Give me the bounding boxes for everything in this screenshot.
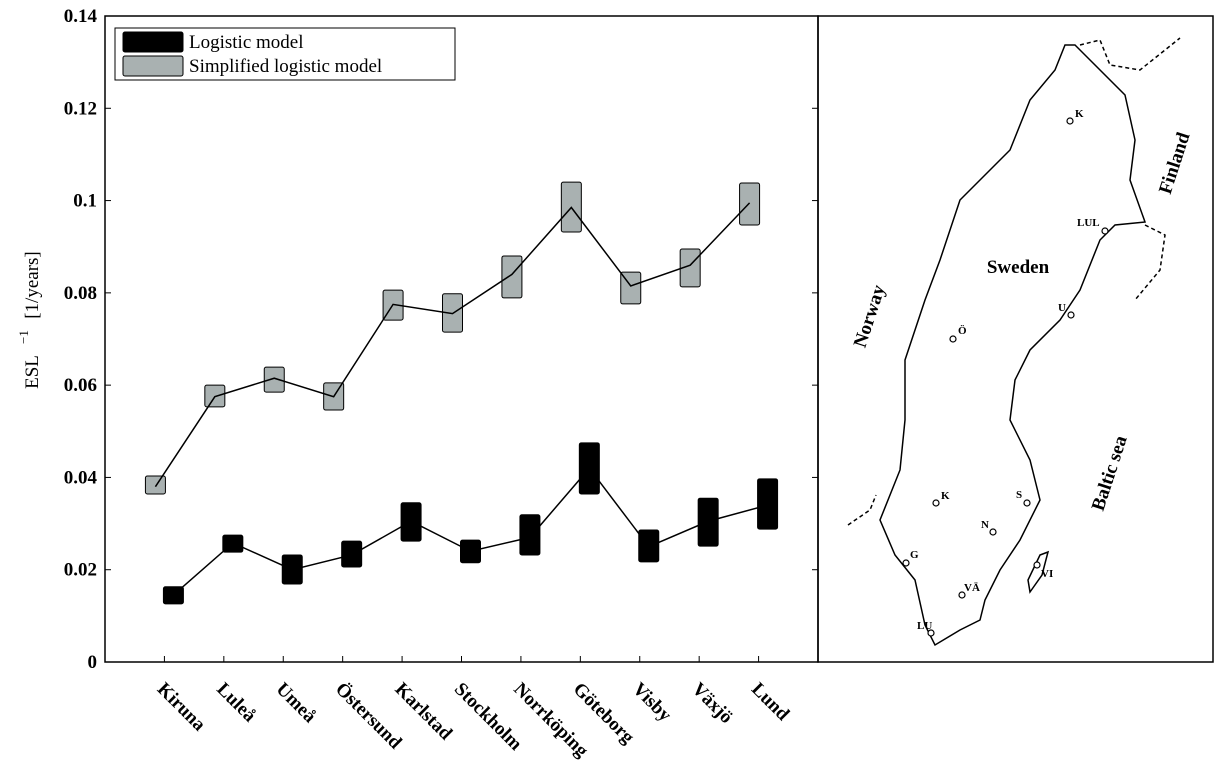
city-dot [902,559,910,567]
city-label: VI [1041,568,1053,580]
y-tick-label: 0.14 [64,6,98,27]
city-dot [958,591,966,599]
city-label: VÄ [964,581,980,594]
city-dot [1023,499,1031,507]
y-tick-label: 0 [88,652,98,673]
gotland-outline [1027,550,1050,594]
legend-swatch [122,55,184,77]
city-label: S [1016,489,1022,501]
city-label: LUL [1077,217,1100,229]
city-label: U [1058,302,1066,314]
x-tick-label: Luleå [212,679,260,727]
plot-frame [104,15,819,663]
range-box [739,182,761,226]
y-tick-label: 0.12 [64,98,97,119]
border-dashed [847,37,1181,526]
legend-label: Logistic model [189,32,304,53]
map-frame [817,15,1214,663]
x-tick-label: Växjö [688,679,737,728]
country-label: Baltic sea [1088,433,1132,514]
range-box [697,497,719,547]
country-label: Finland [1155,130,1195,197]
y-label-main: ESL [22,355,43,389]
x-tick-label: Visby [628,679,676,727]
city-dot [927,629,935,637]
y-tick-label: 0.02 [64,560,97,581]
map: K LUL U Ö K S N G VÄ VI LU Sweden Norway… [847,37,1195,647]
city-dot [932,499,940,507]
center-line [154,202,751,488]
city-dot [949,335,957,343]
x-tick-label: Lund [747,679,794,726]
legend-swatch [122,31,184,53]
range-box [519,514,541,556]
country-label: Sweden [987,257,1050,278]
city-dot [989,528,997,536]
city-dot [1101,227,1109,235]
city-label: N [981,519,989,531]
city-dot [1033,561,1041,569]
country-label: Norway [850,282,890,350]
center-line [172,467,768,596]
y-tick-label: 0.06 [64,375,97,396]
sweden-outline [879,44,1147,647]
y-tick-label: 0.1 [73,191,97,212]
y-tick-label: 0.08 [64,283,97,304]
legend-label: Simplified logistic model [189,56,382,77]
city-label: K [941,490,950,502]
range-box [341,540,363,568]
city-dot [1067,311,1075,319]
city-dot [1066,117,1074,125]
range-box [757,478,779,530]
range-box [263,366,285,393]
x-tick-label: Kiruna [153,679,210,736]
x-tick-label: Umeå [272,679,321,728]
y-label-sup: −1 [16,330,31,344]
y-axis-label: ESL −1 [1/years] [16,251,43,389]
y-tick-label: 0.04 [64,467,98,488]
city-label: G [910,549,919,561]
city-label: K [1075,108,1084,120]
y-label-unit: [1/years] [22,251,43,319]
city-label: LU [917,620,932,632]
range-box [144,475,166,495]
range-box [501,255,523,299]
city-label: Ö [958,324,967,337]
